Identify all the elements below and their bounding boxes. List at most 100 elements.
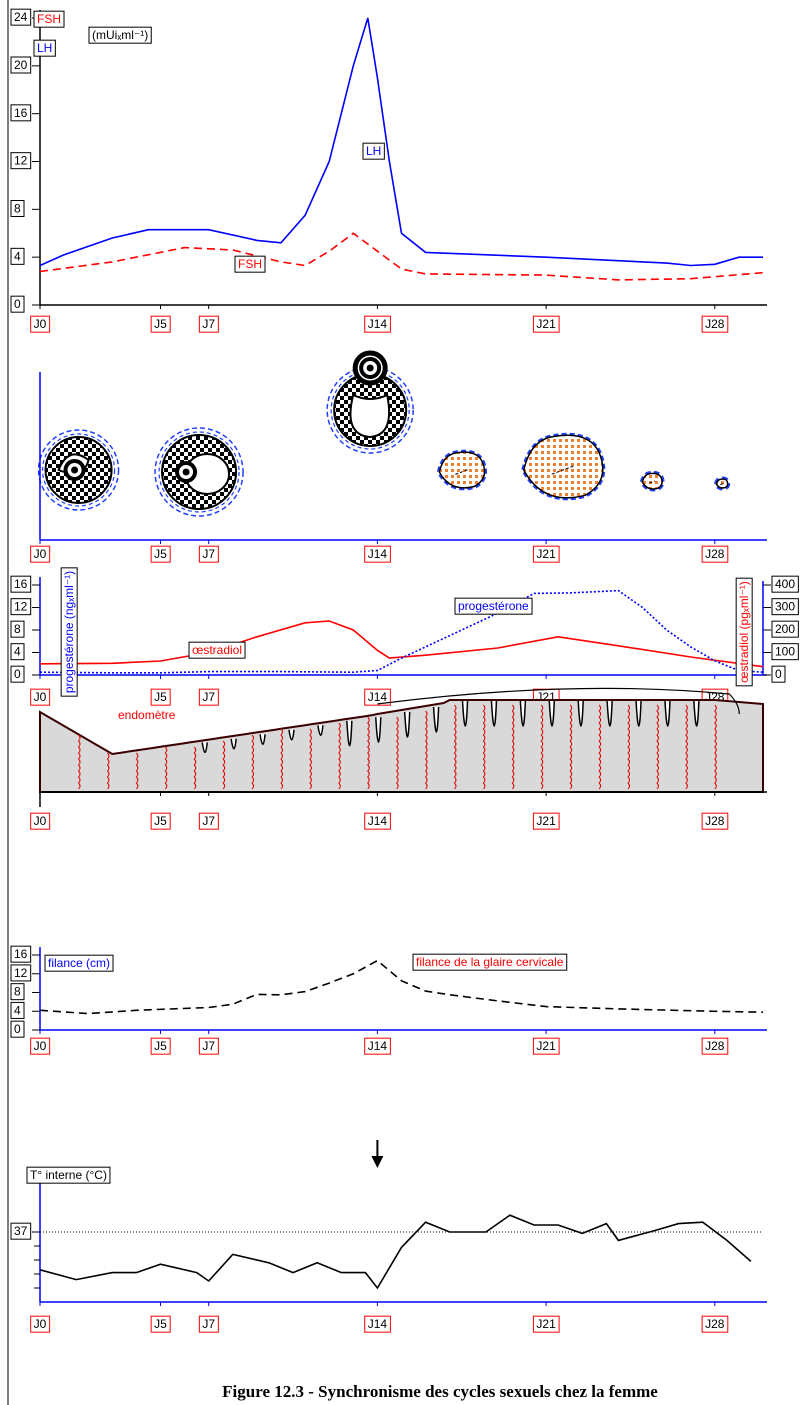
label-frame [30,688,51,706]
y-tick-label: 8 [14,985,21,999]
gland [569,704,573,790]
gland [714,704,717,790]
y-tick-label-box: 0 [10,295,25,313]
x-tick-label-box: J14 [364,545,391,563]
x-tick-label: J14 [368,317,388,331]
label-frame [198,812,219,830]
corpus-luteum [522,434,604,499]
x-tick-label: J0 [34,814,47,828]
gland [338,722,341,790]
label-frame [364,688,391,706]
label-frame [33,10,65,28]
x-tick-label-box: J28 [701,315,729,333]
label-frame [198,545,219,563]
label-frame [10,152,32,170]
y-tick-label-box: 0 [10,665,25,683]
y-tick-label: 12 [14,600,28,614]
label-frame [532,812,560,830]
x-tick-label: J14 [368,1039,388,1053]
label-frame [532,315,560,333]
label-frame [10,1020,25,1038]
label-frame [150,1315,171,1333]
label-frame [364,545,391,563]
gland [135,752,139,790]
x-tick-label: J7 [202,1317,215,1331]
gland [280,728,283,790]
annotation-box: FSH [234,255,266,273]
y-axis-label-box: T° interne (°C) [26,1166,111,1184]
label-frame [771,643,799,661]
x-tick-label-box: J5 [150,315,171,333]
x-tick-label-box: J5 [150,1037,171,1055]
x-tick-label-box: J7 [198,688,219,706]
label-frame [362,142,385,160]
gland [540,704,544,790]
label-frame [701,545,729,563]
y2-tick-label: 0 [775,667,782,681]
gland [598,704,602,790]
label-frame [10,945,32,963]
gland [395,716,399,790]
legend-label: FSH [37,12,61,26]
x-tick-label: J28 [705,814,725,828]
label-frame [412,953,568,971]
x-tick-label-box: J14 [364,1315,391,1333]
crypt [664,700,671,727]
corpus-luteum [641,472,663,490]
x-tick-label-box: J14 [364,1037,391,1055]
y-tick-label-box: 4 [10,247,25,265]
label-frame [771,598,799,616]
crypt [693,700,700,727]
gland [222,740,226,790]
label-frame [150,315,171,333]
label-frame [198,1315,219,1333]
legend-label-box: LH [33,39,56,57]
label-frame [30,1037,51,1055]
x-tick-label: J21 [536,814,556,828]
x-tick-label: J14 [368,547,388,561]
x-tick-label-box: J28 [701,1315,729,1333]
corpus-luteum-scar [720,482,724,486]
label-frame [771,575,799,593]
y2-tick-label-box: 100 [771,643,799,661]
series-line [39,589,764,674]
crypt [375,717,382,743]
x-tick-label-box: J14 [364,315,391,333]
oocyte-nucleus [71,466,79,474]
y2-tick-label: 100 [775,645,795,659]
y-tick-label: 16 [14,577,28,591]
y2-tick-label: 200 [775,622,795,636]
label-frame [701,1037,729,1055]
y2-axis-label: œstradiol (pgₓml⁻¹) [737,581,751,683]
x-tick-label-box: J0 [30,688,51,706]
x-tick-label-box: J7 [198,545,219,563]
y-tick-label: 8 [14,622,21,636]
corpus-luteum-scar [455,469,469,475]
antrum [349,393,391,439]
label-frame [198,1037,219,1055]
y2-tick-label-box: 200 [771,620,799,638]
x-tick-label-box: J5 [150,1315,171,1333]
y-tick-label-box: 0 [10,1020,25,1038]
legend-label: LH [37,41,52,55]
y-tick-label-box: 16 [10,575,32,593]
x-tick-label-box: J7 [198,315,219,333]
crypt [317,725,324,737]
label-frame [364,1037,391,1055]
gland [627,704,631,790]
x-tick-label: J7 [202,547,215,561]
x-tick-label-box: J21 [532,1037,560,1055]
gland [453,704,457,790]
label-frame [198,688,219,706]
mucus-layer [377,687,740,715]
y-tick-label: 16 [14,947,28,961]
series-line [39,17,763,267]
section-label: endomètre [118,708,176,722]
label-frame [10,1001,25,1019]
follicle-theca [158,431,240,513]
x-tick-label: J5 [154,814,167,828]
gland [106,752,110,790]
y2-tick-label-box: 300 [771,598,799,616]
x-tick-label: J21 [536,317,556,331]
